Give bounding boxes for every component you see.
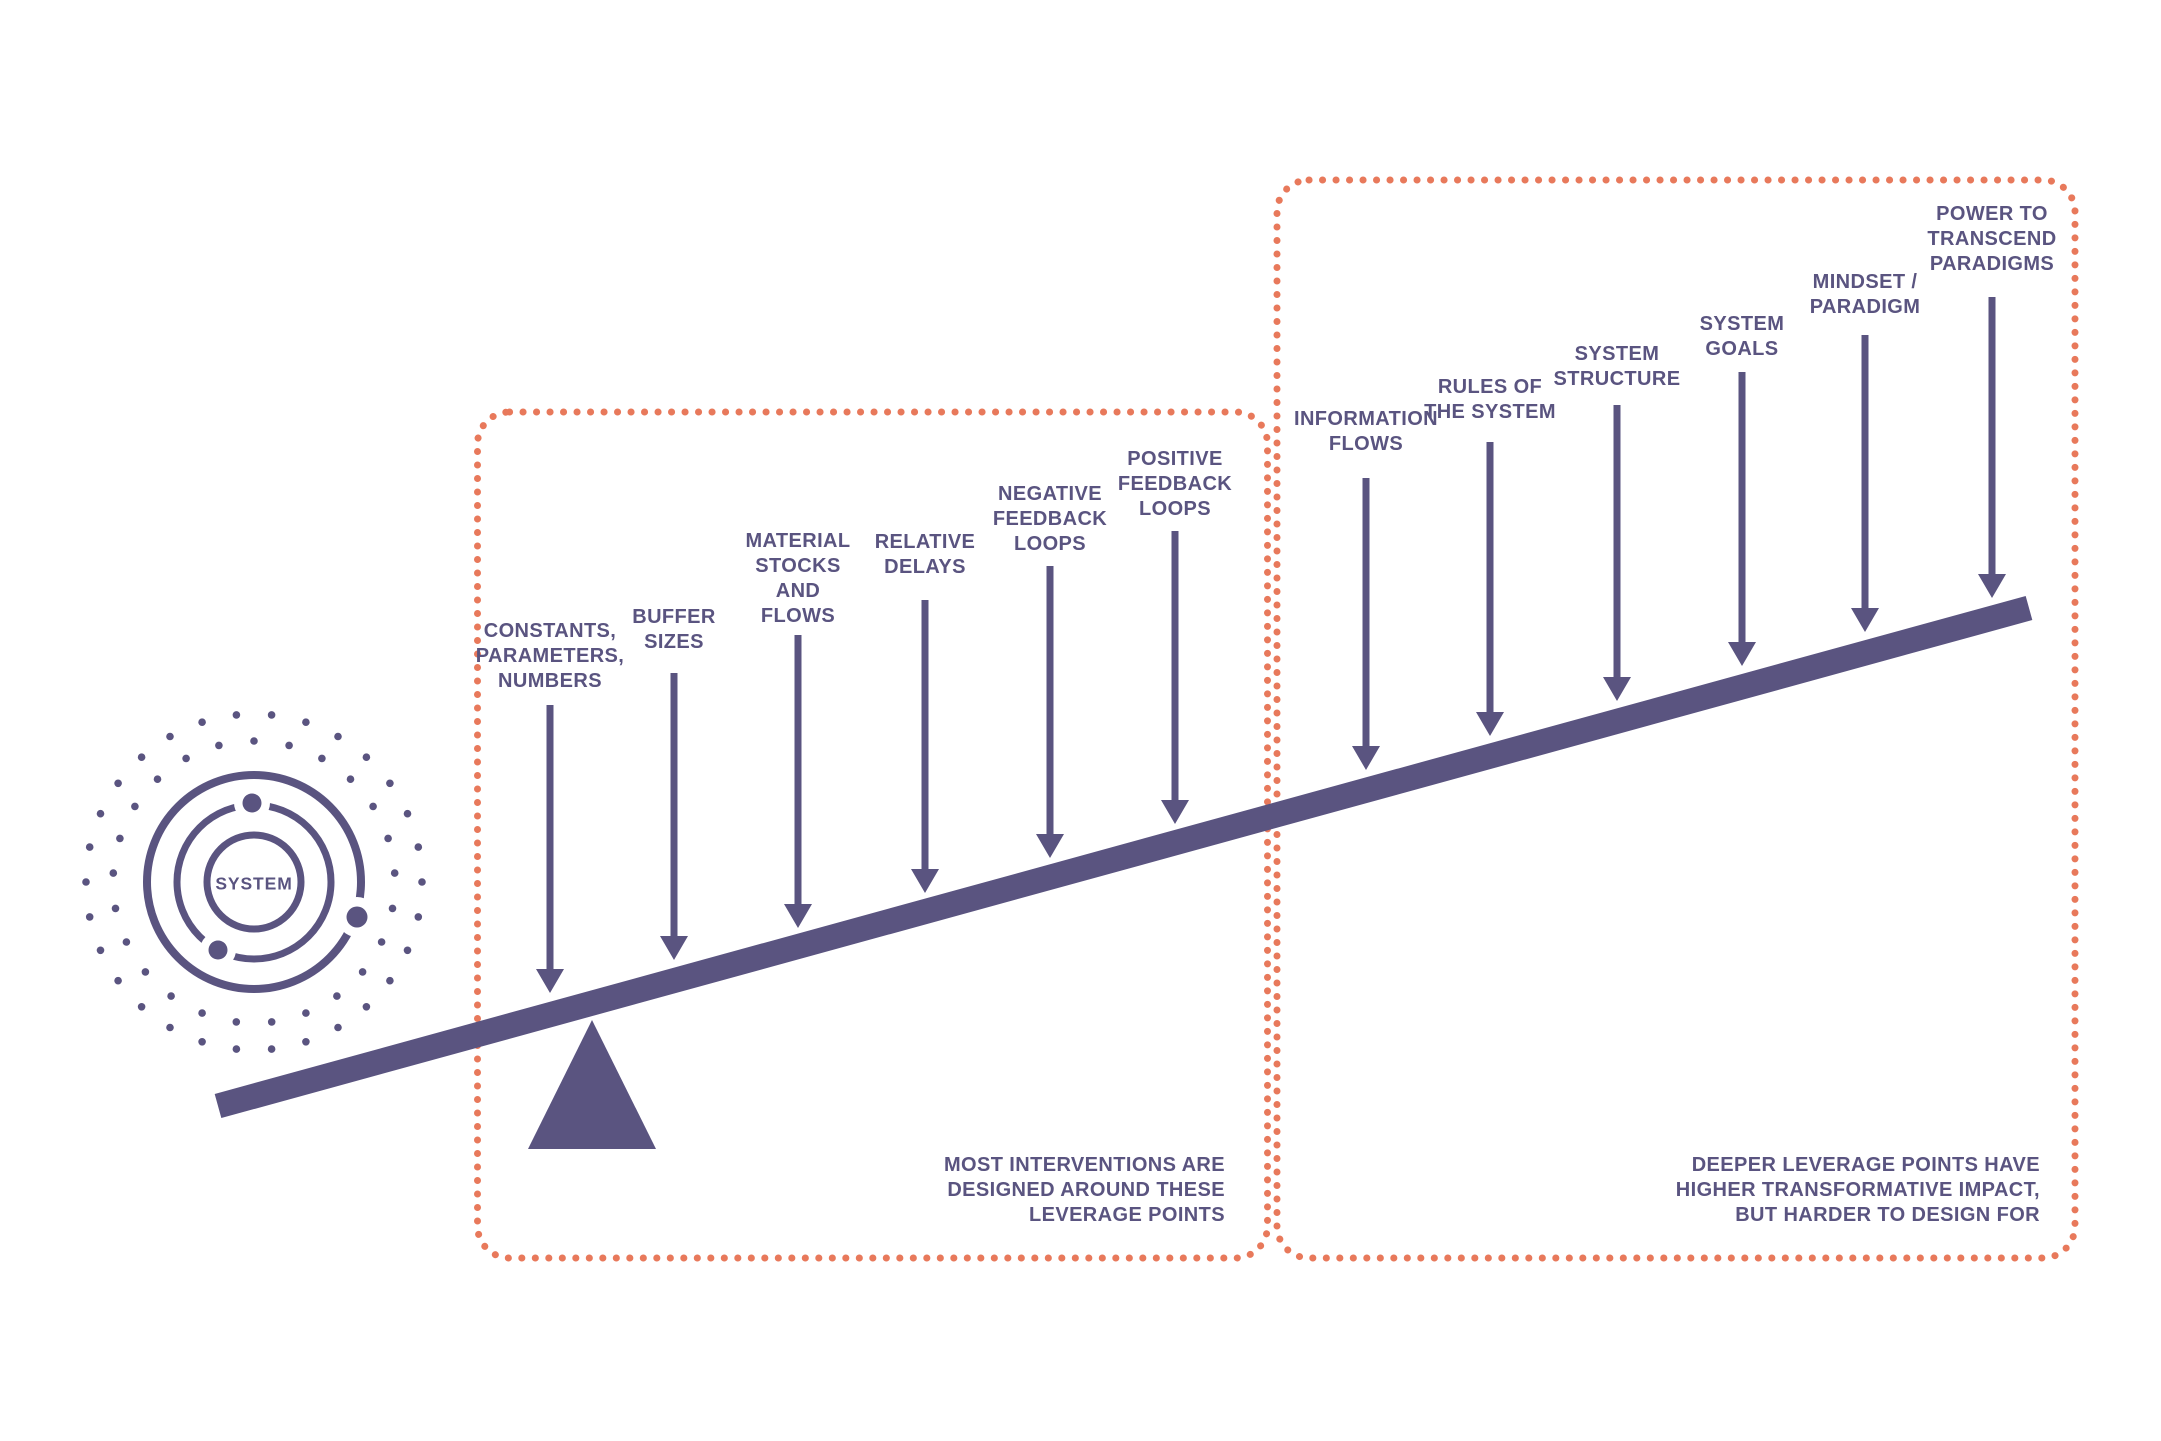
orbit-dot	[384, 834, 392, 843]
orbit-dot	[250, 737, 258, 745]
orbit-dot	[390, 869, 399, 877]
orbit-dot	[82, 878, 90, 886]
leverage-point-label: MINDSET / PARADIGM	[1809, 271, 1921, 318]
leverage-arrow-head	[1161, 800, 1189, 824]
leverage-arrow-head	[784, 904, 812, 928]
orbit-dot	[167, 992, 175, 1000]
orbit-dot	[334, 732, 342, 741]
orbit-dot	[232, 1045, 241, 1053]
orbit-dot	[198, 1009, 206, 1017]
shallow-leverage-caption: MOST INTERVENTIONS ARE DESIGNED AROUND T…	[943, 1154, 1225, 1226]
orbit-dot	[96, 809, 105, 818]
orbit-dot	[232, 711, 241, 719]
orbit-dot	[334, 1023, 342, 1032]
orbit-dot	[386, 976, 394, 985]
orbit-dot	[358, 968, 367, 976]
leverage-arrow-head	[1352, 746, 1380, 770]
orbit-dot	[198, 1038, 206, 1046]
orbit-ring	[143, 771, 365, 993]
orbit-dot	[166, 732, 174, 741]
orbit-dot	[182, 754, 190, 763]
leverage-arrow-head	[1728, 642, 1756, 666]
orbit-dot	[267, 711, 276, 719]
orbit-dot	[377, 938, 386, 946]
orbit-dot	[369, 802, 377, 811]
leverage-point-label: SYSTEM GOALS	[1699, 313, 1785, 360]
orbit-node-dot	[242, 793, 262, 813]
orbit-dot	[333, 992, 341, 1000]
orbit-dot	[285, 741, 293, 750]
orbit-dot	[114, 976, 122, 985]
leverage-point-label: INFORMATION FLOWS	[1293, 408, 1439, 455]
leverage-point-label: POSITIVE FEEDBACK LOOPS	[1117, 448, 1233, 520]
orbit-dot	[414, 913, 423, 921]
orbit-dot	[302, 1009, 310, 1017]
orbit-dot	[198, 718, 206, 726]
orbit-dot	[267, 1018, 276, 1026]
orbit-node-dot	[346, 906, 368, 928]
orbit-dot	[215, 741, 223, 750]
leverage-point-label: POWER TO TRANSCEND PARADIGMS	[1927, 203, 2057, 275]
orbit-dot	[131, 802, 139, 811]
orbit-dot	[116, 834, 124, 843]
orbit-dot	[403, 946, 412, 955]
leverage-arrow-head	[1036, 834, 1064, 858]
leverage-arrow-head	[1851, 608, 1879, 632]
leverage-point-label: BUFFER SIZES	[632, 606, 716, 653]
deep-leverage-caption: DEEPER LEVERAGE POINTS HAVE HIGHER TRANS…	[1675, 1154, 2040, 1226]
orbit-dot	[318, 754, 326, 763]
orbit-dot	[111, 904, 120, 913]
leverage-arrow-head	[536, 969, 564, 993]
leverage-point-label: SYSTEM STRUCTURE	[1553, 343, 1681, 390]
orbit-dot	[267, 1045, 276, 1053]
orbit-dot	[388, 904, 397, 913]
leverage-point-label: RELATIVE DELAYS	[874, 531, 976, 578]
orbit-dot	[85, 843, 94, 851]
orbit-node-dot	[208, 940, 228, 960]
orbit-dot	[153, 775, 162, 783]
orbit-dot	[386, 779, 394, 788]
orbit-dot	[114, 779, 122, 788]
lever-bar	[214, 595, 2033, 1119]
orbit-dot	[85, 913, 94, 921]
orbit-dot	[362, 1003, 371, 1011]
leverage-point-label: CONSTANTS, PARAMETERS, NUMBERS	[475, 620, 625, 692]
leverage-point-label: NEGATIVE FEEDBACK LOOPS	[992, 483, 1108, 555]
orbit-dot	[302, 718, 310, 726]
system-orbit-icon	[82, 711, 426, 1053]
leverage-arrow-head	[660, 936, 688, 960]
shallow-leverage-group-box	[474, 408, 1271, 1262]
leverage-arrow-head	[1603, 677, 1631, 701]
orbit-dot	[166, 1023, 174, 1032]
orbit-dot	[414, 843, 423, 851]
leverage-arrow-head	[1978, 574, 2006, 598]
leverage-arrow-head	[911, 869, 939, 893]
leverage-arrow-head	[1476, 712, 1504, 736]
fulcrum-triangle	[528, 1020, 656, 1149]
orbit-dot	[403, 809, 412, 818]
orbit-dot	[109, 869, 118, 877]
orbit-dot	[418, 878, 426, 886]
orbit-dot	[137, 753, 146, 761]
deep-leverage-group-box	[1273, 176, 2079, 1262]
orbit-dot	[362, 753, 371, 761]
orbit-dot	[122, 938, 131, 946]
orbit-dot	[137, 1003, 146, 1011]
orbit-dot	[302, 1038, 310, 1046]
leverage-point-label: RULES OF THE SYSTEM	[1424, 376, 1556, 423]
orbit-dot	[232, 1018, 241, 1026]
orbit-dot	[96, 946, 105, 955]
system-badge-label: SYSTEM	[215, 873, 293, 894]
orbit-dot	[141, 968, 150, 976]
leverage-point-label: MATERIAL STOCKS AND FLOWS	[745, 530, 851, 627]
orbit-ring	[203, 831, 305, 933]
orbit-dot	[346, 775, 355, 783]
